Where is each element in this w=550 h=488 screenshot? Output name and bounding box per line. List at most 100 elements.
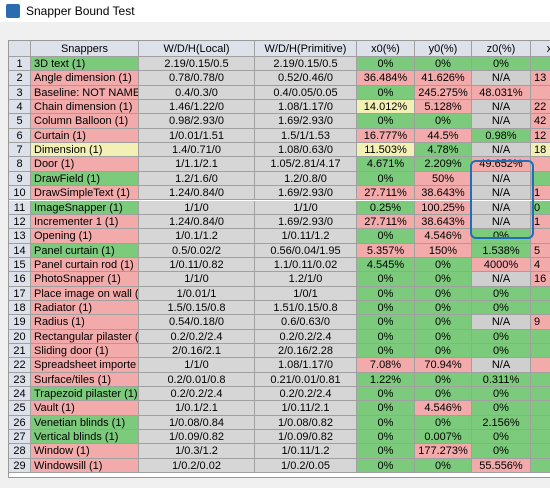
- cell: 0.25%: [357, 200, 415, 215]
- cell: 1.69/2.93/0: [255, 214, 357, 230]
- cell: N/A: [472, 272, 531, 287]
- cell: 0%: [357, 300, 415, 316]
- cell: 0.98%: [472, 128, 531, 144]
- snapper-name: Angle dimension (1): [31, 71, 139, 86]
- cell: 0.007%: [415, 430, 472, 445]
- cell: 0%: [472, 329, 531, 344]
- cell: 0.2/0.2/2.4: [139, 329, 255, 344]
- row-number: 28: [9, 444, 31, 459]
- cell: 0%: [415, 458, 472, 474]
- cell: 9: [531, 315, 550, 330]
- cell: 27.711%: [357, 214, 415, 230]
- cell: 0%: [357, 415, 415, 431]
- cell: 1/1.1/2.1: [139, 157, 255, 172]
- cell: 0%: [415, 257, 472, 273]
- cell: 0%: [415, 344, 472, 359]
- snapper-name: Place image on wall (: [31, 286, 139, 301]
- cell: 1/1/0: [139, 272, 255, 287]
- cell: 1/0.08/0.82: [255, 415, 357, 431]
- cell: [531, 444, 550, 459]
- cell: 5.357%: [357, 243, 415, 258]
- cell: 1/1/0: [139, 358, 255, 373]
- cell: 0%: [415, 57, 472, 72]
- cell: 245.275%: [415, 85, 472, 101]
- snapper-name: Venetian blinds (1): [31, 415, 139, 431]
- cell: 1/0.1/2.1: [139, 401, 255, 416]
- cell: [531, 387, 550, 402]
- row-number: 14: [9, 243, 31, 258]
- cell: 0.2/0.2/2.4: [255, 329, 357, 344]
- cell: 4: [531, 257, 550, 273]
- cell: 5: [531, 243, 550, 258]
- cell: 1/0.2/0.05: [255, 458, 357, 474]
- snapper-name: Vault (1): [31, 401, 139, 416]
- cell: 0%: [357, 57, 415, 72]
- cell: 1.08/1.17/0: [255, 358, 357, 373]
- row-number: 9: [9, 171, 31, 187]
- column-header: W/D/H(Local): [139, 41, 255, 57]
- cell: 0%: [415, 315, 472, 330]
- row-number: 15: [9, 257, 31, 273]
- cell: 1/0.11/1.2: [255, 229, 357, 244]
- row-number: 24: [9, 387, 31, 402]
- column-header: x0(%): [357, 41, 415, 57]
- cell: 1.2/0.8/0: [255, 171, 357, 187]
- row-number: 18: [9, 300, 31, 316]
- cell: 0%: [472, 286, 531, 301]
- cell: 0%: [357, 171, 415, 187]
- cell: 0%: [472, 344, 531, 359]
- cell: 1/0.09/0.82: [255, 430, 357, 445]
- cell: 1.2/1.6/0: [139, 171, 255, 187]
- cell: 0.311%: [472, 372, 531, 388]
- row-number: 23: [9, 372, 31, 388]
- cell: 100.25%: [415, 200, 472, 215]
- cell: 41.626%: [415, 71, 472, 86]
- cell: 2.209%: [415, 157, 472, 172]
- cell: 1/0.01/1: [139, 286, 255, 301]
- cell: 1.1/0.11/0.02: [255, 257, 357, 273]
- row-number: 17: [9, 286, 31, 301]
- cell: 55.556%: [472, 458, 531, 474]
- cell: [531, 85, 550, 101]
- cell: 0%: [415, 272, 472, 287]
- snapper-name: Surface/tiles (1): [31, 372, 139, 388]
- cell: 0.4/0.05/0.05: [255, 85, 357, 101]
- cell: 5.128%: [415, 100, 472, 115]
- cell: 1/0.11/0.82: [139, 257, 255, 273]
- cell: N/A: [472, 200, 531, 215]
- row-number: 16: [9, 272, 31, 287]
- cell: [531, 286, 550, 301]
- snapper-name: Opening (1): [31, 229, 139, 244]
- cell: [531, 171, 550, 187]
- cell: 0.21/0.01/0.81: [255, 372, 357, 388]
- row-number: 2: [9, 71, 31, 86]
- snapper-name: Rectangular pilaster (: [31, 329, 139, 344]
- cell: 1: [531, 214, 550, 230]
- cell: [531, 57, 550, 72]
- column-header: W/D/H(Primitive): [255, 41, 357, 57]
- cell: 1/0.08/0.84: [139, 415, 255, 431]
- cell: 0.5/0.02/2: [139, 243, 255, 258]
- row-number: 11: [9, 200, 31, 215]
- cell: 0%: [415, 329, 472, 344]
- cell: 16: [531, 272, 550, 287]
- cell: 0%: [357, 272, 415, 287]
- cell: 2.19/0.15/0.5: [139, 57, 255, 72]
- cell: 1.4/0.71/0: [139, 143, 255, 158]
- cell: 1/1/0: [255, 200, 357, 215]
- cell: 1.2/1/0: [255, 272, 357, 287]
- cell: 2.156%: [472, 415, 531, 431]
- window-title: Snapper Bound Test: [26, 4, 135, 18]
- cell: 0: [531, 200, 550, 215]
- row-number: 21: [9, 344, 31, 359]
- snapper-name: Curtain (1): [31, 128, 139, 144]
- cell: 0%: [415, 286, 472, 301]
- row-number: 1: [9, 57, 31, 72]
- cell: 1/0.11/2.1: [255, 401, 357, 416]
- cell: 0%: [472, 57, 531, 72]
- cell: 27.711%: [357, 186, 415, 201]
- snapper-name: Baseline: NOT NAMEI: [31, 85, 139, 101]
- cell: [531, 401, 550, 416]
- cell: 0%: [415, 372, 472, 388]
- column-header: y0(%): [415, 41, 472, 57]
